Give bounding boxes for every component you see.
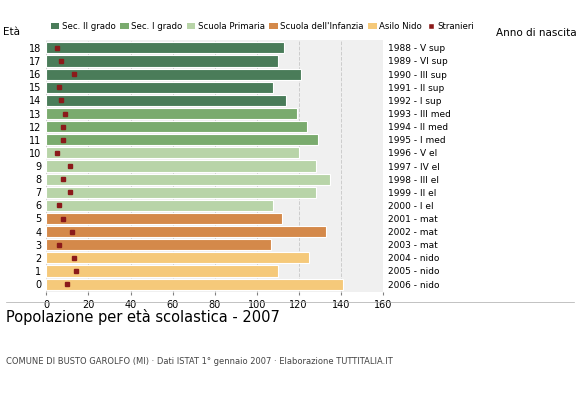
Bar (46, 121, 307, 132)
Bar (46, 213, 282, 224)
Bar (46, 95, 286, 106)
Bar (46, 239, 271, 250)
Text: Popolazione per età scolastica - 2007: Popolazione per età scolastica - 2007 (6, 309, 280, 325)
Bar (46, 278, 343, 290)
Bar (46, 174, 330, 185)
Bar (46, 56, 278, 66)
Bar (46, 252, 309, 264)
Bar (46, 82, 273, 93)
Bar (46, 200, 273, 211)
Bar (46, 68, 301, 80)
Bar (46, 266, 278, 276)
Bar (46, 147, 299, 158)
Bar (46, 187, 316, 198)
Text: COMUNE DI BUSTO GAROLFO (MI) · Dati ISTAT 1° gennaio 2007 · Elaborazione TUTTITA: COMUNE DI BUSTO GAROLFO (MI) · Dati ISTA… (6, 357, 393, 366)
Bar (46, 108, 296, 119)
Bar (46, 134, 318, 145)
Bar (46, 226, 326, 237)
Bar (46, 42, 284, 54)
Text: Anno di nascita: Anno di nascita (496, 28, 577, 38)
Legend: Sec. II grado, Sec. I grado, Scuola Primaria, Scuola dell'Infanzia, Asilo Nido, : Sec. II grado, Sec. I grado, Scuola Prim… (50, 22, 474, 31)
Text: Età: Età (3, 28, 20, 38)
Bar (46, 160, 316, 172)
